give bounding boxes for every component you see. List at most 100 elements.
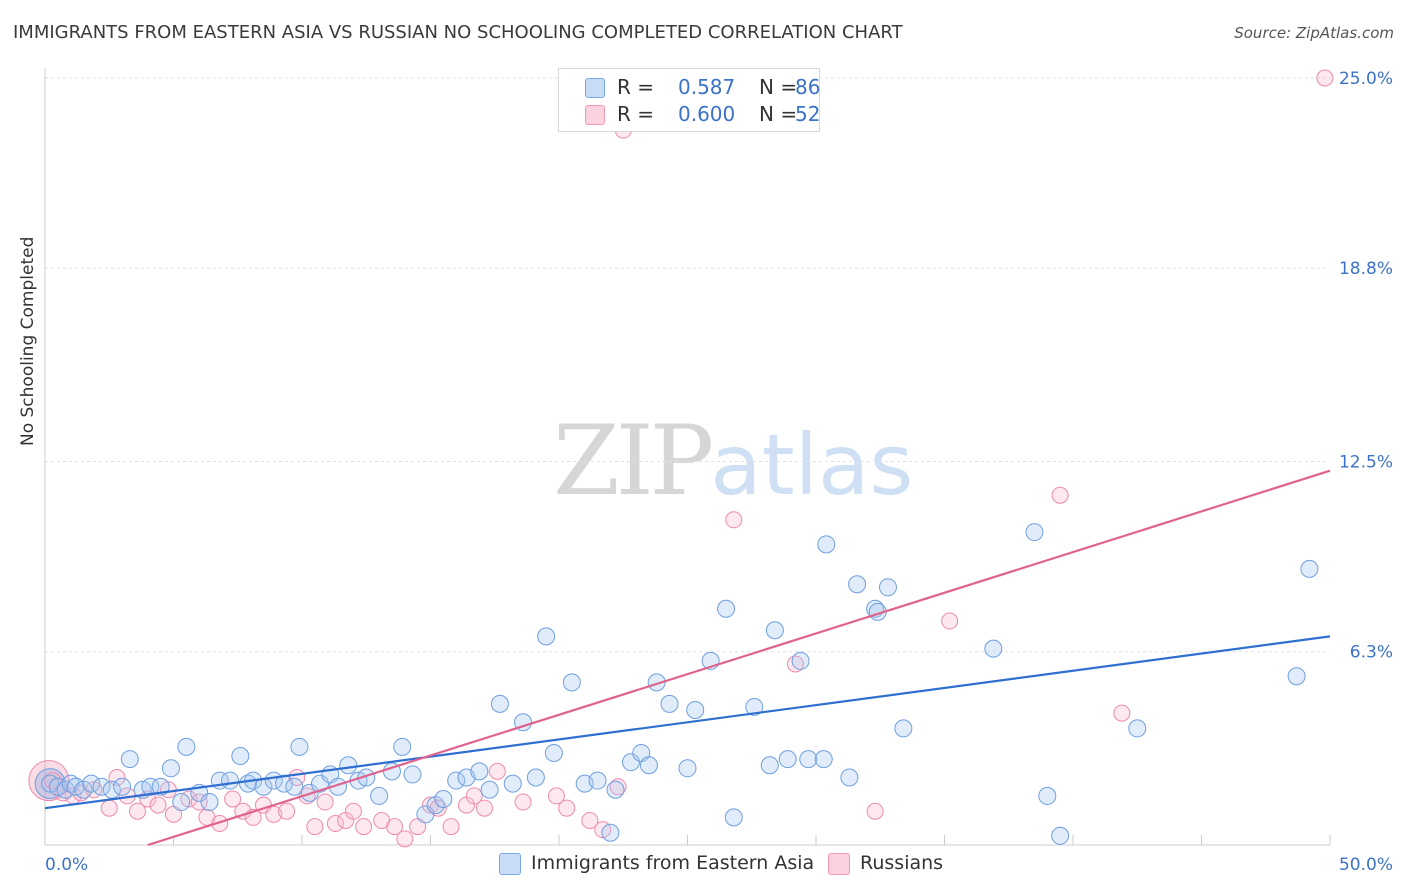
data-point-eastern-asia bbox=[544, 743, 563, 762]
data-point-eastern-asia bbox=[200, 793, 219, 812]
y-tick-label: 18.8% bbox=[1339, 259, 1393, 279]
data-point-eastern-asia bbox=[765, 621, 784, 640]
data-point-russians bbox=[547, 787, 565, 805]
legend-r-label: R = bbox=[617, 102, 655, 126]
data-point-russians bbox=[326, 815, 344, 833]
data-point-russians bbox=[298, 787, 316, 805]
data-point-russians bbox=[1113, 704, 1131, 722]
data-point-eastern-asia bbox=[588, 771, 607, 790]
data-point-eastern-asia bbox=[1038, 786, 1057, 805]
data-point-eastern-asia bbox=[231, 747, 250, 766]
data-point-russians bbox=[941, 612, 959, 630]
data-point-russians bbox=[514, 793, 532, 811]
data-point-russians bbox=[725, 511, 743, 529]
legend-swatch-series1 bbox=[585, 78, 605, 98]
data-point-eastern-asia bbox=[760, 756, 779, 775]
data-point-eastern-asia bbox=[647, 673, 666, 692]
data-point-eastern-asia bbox=[177, 737, 196, 756]
bottom-legend-label-series2: Russians bbox=[860, 852, 944, 874]
data-point-eastern-asia bbox=[878, 578, 897, 597]
data-point-eastern-asia bbox=[120, 750, 139, 769]
data-point-eastern-asia bbox=[745, 697, 764, 716]
data-point-eastern-asia bbox=[894, 719, 913, 738]
data-point-eastern-asia bbox=[447, 771, 466, 790]
data-point-russians bbox=[316, 793, 334, 811]
data-point-russians bbox=[866, 802, 884, 820]
data-point-russians bbox=[396, 830, 414, 848]
data-point-russians bbox=[224, 790, 242, 808]
data-point-eastern-asia bbox=[791, 651, 810, 670]
data-point-eastern-asia bbox=[141, 777, 160, 796]
data-point-eastern-asia bbox=[370, 786, 389, 805]
data-point-russians bbox=[442, 818, 460, 836]
data-point-eastern-asia bbox=[1025, 523, 1044, 542]
legend-n-label: N = bbox=[759, 75, 798, 99]
data-point-russians bbox=[306, 818, 324, 836]
data-point-eastern-asia bbox=[724, 808, 743, 827]
data-point-eastern-asia bbox=[778, 750, 797, 769]
data-point-eastern-asia bbox=[172, 793, 191, 812]
bottom-legend-swatch-series2 bbox=[828, 853, 850, 875]
data-point-eastern-asia bbox=[678, 759, 697, 778]
data-point-russians bbox=[190, 793, 208, 811]
data-point-eastern-asia bbox=[601, 823, 620, 842]
x-tick-label: 50.0% bbox=[1339, 855, 1393, 875]
data-point-eastern-asia bbox=[537, 627, 556, 646]
source-credit: Source: ZipAtlas.com bbox=[1234, 24, 1394, 42]
data-point-russians bbox=[344, 802, 362, 820]
data-point-russians bbox=[355, 818, 373, 836]
data-point-eastern-asia bbox=[1287, 667, 1306, 686]
data-point-eastern-asia bbox=[848, 575, 867, 594]
data-point-eastern-asia bbox=[339, 756, 358, 775]
data-point-eastern-asia bbox=[416, 805, 435, 824]
data-point-eastern-asia bbox=[817, 535, 836, 554]
watermark-atlas: atlas bbox=[710, 416, 914, 514]
bottom-legend-label-series1: Immigrants from Eastern Asia bbox=[531, 852, 815, 874]
legend-r-value: 0.587 bbox=[678, 75, 736, 99]
data-point-eastern-asia bbox=[840, 768, 859, 787]
legend-swatch-series2 bbox=[585, 105, 605, 125]
bottom-legend-swatch-series1 bbox=[499, 853, 521, 875]
data-point-eastern-asia bbox=[562, 673, 581, 692]
data-point-russians bbox=[558, 799, 576, 817]
data-point-eastern-asia bbox=[92, 777, 111, 796]
legend-n-value: 52 bbox=[795, 102, 821, 126]
chart-title: IMMIGRANTS FROM EASTERN ASIA VS RUSSIAN … bbox=[13, 22, 903, 43]
trendline-eastern-asia bbox=[44, 635, 1331, 810]
data-point-russians bbox=[1316, 69, 1334, 87]
data-point-eastern-asia bbox=[660, 694, 679, 713]
data-point-eastern-asia bbox=[310, 774, 329, 793]
data-point-russians bbox=[211, 815, 229, 833]
data-point-eastern-asia bbox=[799, 750, 818, 769]
data-point-eastern-asia bbox=[639, 756, 658, 775]
data-point-russians bbox=[488, 762, 506, 780]
data-point-eastern-asia bbox=[290, 737, 309, 756]
y-axis-label: No Schooling Completed bbox=[18, 236, 38, 446]
data-point-eastern-asia bbox=[403, 765, 422, 784]
data-point-russians bbox=[1051, 486, 1069, 504]
legend-n-label: N = bbox=[759, 102, 798, 126]
data-point-russians bbox=[465, 787, 483, 805]
data-point-eastern-asia bbox=[434, 789, 453, 808]
data-point-eastern-asia bbox=[221, 771, 240, 790]
data-point-eastern-asia bbox=[480, 780, 499, 799]
data-point-russians bbox=[129, 802, 147, 820]
y-tick-label: 12.5% bbox=[1339, 453, 1393, 473]
data-point-eastern-asia bbox=[393, 737, 412, 756]
data-point-russians bbox=[278, 802, 296, 820]
data-point-eastern-asia bbox=[470, 762, 489, 781]
data-point-eastern-asia bbox=[503, 774, 522, 793]
legend-r-label: R = bbox=[617, 75, 655, 99]
y-tick-label: 25.0% bbox=[1339, 69, 1393, 89]
data-point-russians bbox=[786, 655, 804, 673]
data-point-eastern-asia bbox=[1128, 719, 1147, 738]
data-point-russians bbox=[609, 778, 627, 796]
data-point-eastern-asia bbox=[984, 639, 1003, 658]
data-point-russians bbox=[475, 799, 493, 817]
data-point-eastern-asia bbox=[1051, 826, 1070, 845]
legend-n-value: 86 bbox=[795, 75, 821, 99]
data-point-eastern-asia bbox=[82, 774, 101, 793]
data-point-eastern-asia bbox=[1300, 559, 1319, 578]
data-point-eastern-asia bbox=[490, 694, 509, 713]
